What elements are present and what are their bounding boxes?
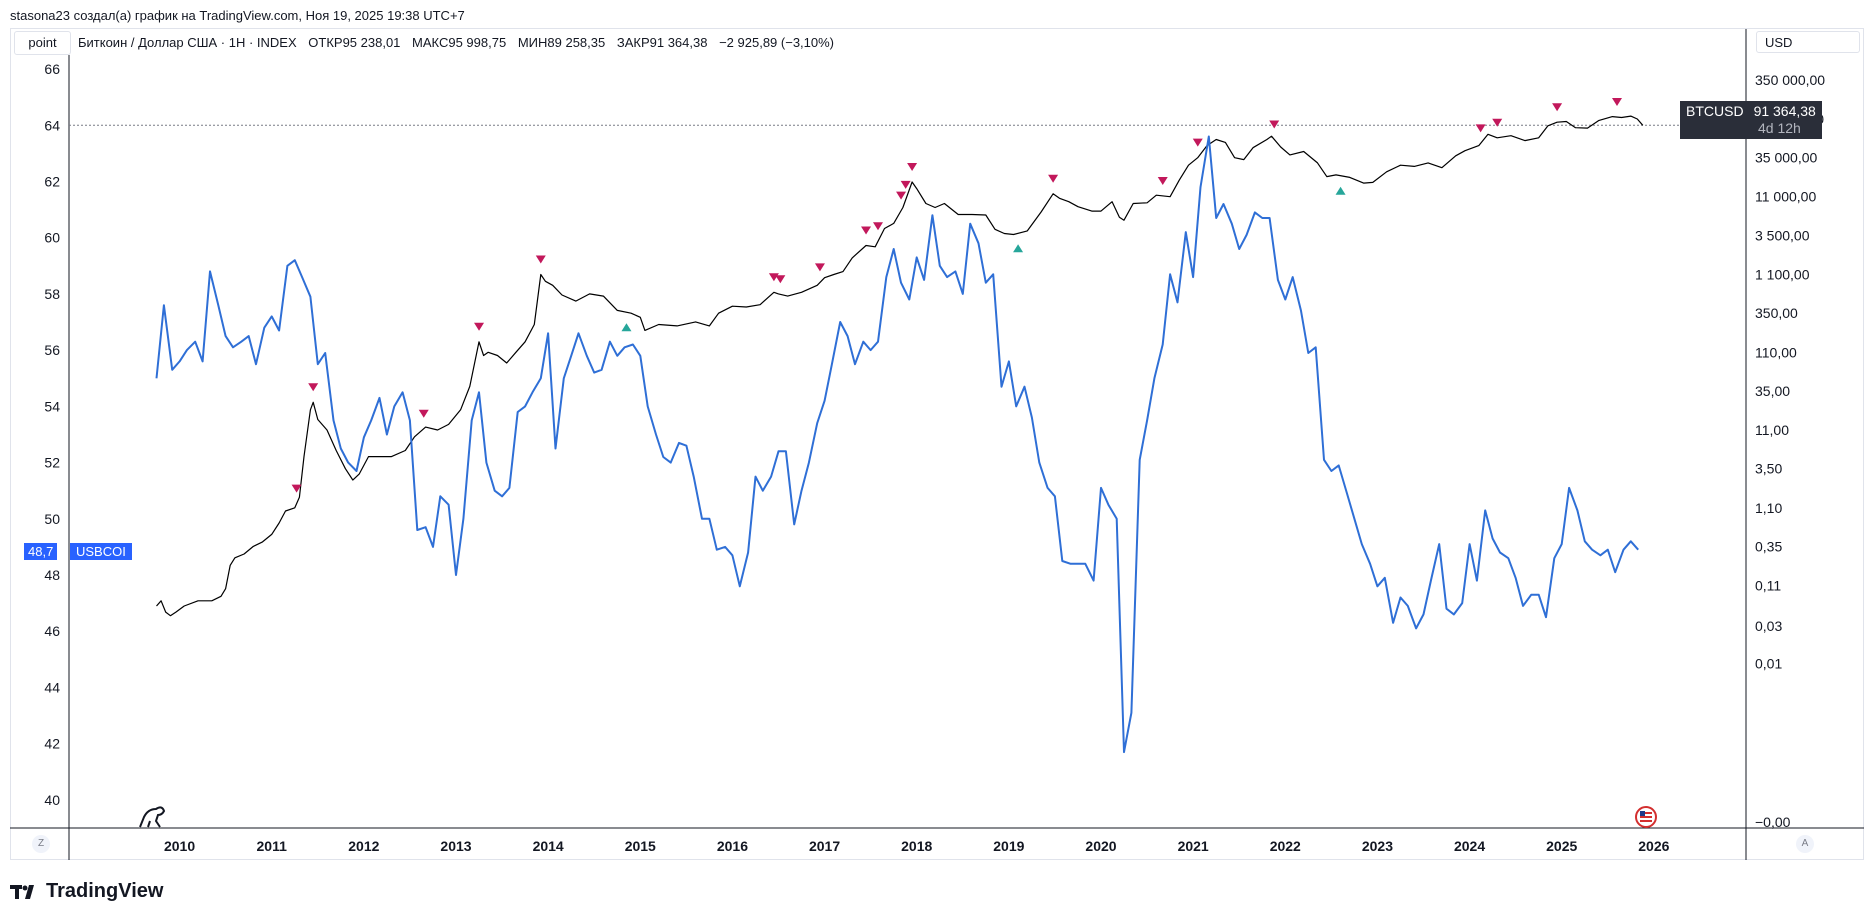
close-value: ЗАКР91 364,38 [616,35,708,50]
btc-last-price: 91 364,38 [1753,103,1816,119]
symbol-title[interactable]: Биткоин / Доллар США · 1H · INDEX [78,35,297,50]
usbcoi-value-tag: 48,7 [24,543,58,560]
left-scale-unit[interactable]: point [14,31,71,55]
high-value: МАКС95 998,75 [412,35,507,50]
brand-name: TradingView [46,880,164,902]
btc-price-tag: BTCUSD 91 364,38 4d 12h [1680,101,1822,139]
brand-logo[interactable]: TradingView [10,880,163,903]
open-value: ОТКР95 238,01 [308,35,401,50]
btc-symbol-label: BTCUSD [1686,103,1744,119]
change-value: −2 925,89 (−3,10%) [719,35,835,50]
usbcoi-name-tag[interactable]: USBCOI [70,543,132,560]
right-scale-unit[interactable]: USD [1756,31,1860,53]
tradingview-logo-icon [10,884,34,899]
low-value: МИН89 258,35 [517,35,606,50]
btc-bar-countdown: 4d 12h [1758,120,1801,136]
chart-frame [10,28,1864,860]
author-line: stasona23 создал(а) график на TradingVie… [10,8,465,23]
auto-scale-button[interactable]: A [1796,835,1814,853]
symbol-legend: Биткоин / Доллар США · 1H · INDEX ОТКР95… [78,35,842,50]
timezone-button[interactable]: Z [32,835,50,853]
